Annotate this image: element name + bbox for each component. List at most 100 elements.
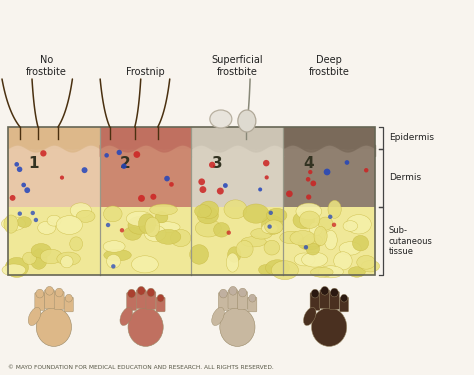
Circle shape <box>304 245 308 249</box>
Ellipse shape <box>357 255 375 269</box>
Polygon shape <box>100 207 191 275</box>
FancyBboxPatch shape <box>127 292 137 310</box>
Ellipse shape <box>36 289 44 298</box>
Circle shape <box>106 223 110 227</box>
Ellipse shape <box>171 230 191 247</box>
Circle shape <box>120 228 124 232</box>
Ellipse shape <box>310 267 333 277</box>
Circle shape <box>82 167 88 173</box>
Ellipse shape <box>265 260 289 276</box>
Circle shape <box>263 160 270 166</box>
Circle shape <box>21 183 26 188</box>
Text: No
frostbite: No frostbite <box>26 56 67 77</box>
Text: Dermis: Dermis <box>389 174 421 183</box>
Ellipse shape <box>190 244 209 264</box>
Ellipse shape <box>156 230 181 244</box>
Polygon shape <box>191 207 283 275</box>
Circle shape <box>117 150 122 155</box>
Ellipse shape <box>17 217 31 228</box>
Ellipse shape <box>303 234 323 247</box>
Ellipse shape <box>239 288 246 297</box>
Polygon shape <box>283 149 375 207</box>
Ellipse shape <box>56 216 82 234</box>
Ellipse shape <box>309 222 322 236</box>
Ellipse shape <box>70 237 82 251</box>
Circle shape <box>364 168 368 172</box>
Ellipse shape <box>214 223 229 237</box>
Circle shape <box>150 194 156 200</box>
Circle shape <box>24 187 30 193</box>
Circle shape <box>345 160 349 165</box>
Polygon shape <box>100 127 191 149</box>
Ellipse shape <box>103 241 125 252</box>
Ellipse shape <box>195 219 221 237</box>
Circle shape <box>138 195 145 202</box>
Text: Superficial
frostbite: Superficial frostbite <box>211 56 263 77</box>
Circle shape <box>198 178 205 185</box>
Circle shape <box>164 176 170 182</box>
Ellipse shape <box>197 207 219 224</box>
Ellipse shape <box>249 294 256 302</box>
Circle shape <box>104 153 109 158</box>
Ellipse shape <box>330 288 338 297</box>
FancyBboxPatch shape <box>339 297 348 312</box>
Ellipse shape <box>5 257 28 278</box>
Text: Epidermis: Epidermis <box>389 134 434 142</box>
Ellipse shape <box>128 289 136 298</box>
Circle shape <box>332 223 336 227</box>
Ellipse shape <box>2 264 26 276</box>
Circle shape <box>134 151 140 158</box>
FancyBboxPatch shape <box>156 297 165 312</box>
Circle shape <box>310 180 316 186</box>
Ellipse shape <box>238 110 256 132</box>
FancyBboxPatch shape <box>219 292 228 310</box>
Ellipse shape <box>128 216 150 234</box>
Ellipse shape <box>298 236 321 250</box>
Circle shape <box>223 183 228 188</box>
Ellipse shape <box>70 203 91 218</box>
Circle shape <box>111 264 116 268</box>
FancyBboxPatch shape <box>136 290 146 309</box>
Circle shape <box>286 190 293 197</box>
Ellipse shape <box>210 110 232 128</box>
Circle shape <box>200 186 206 193</box>
Ellipse shape <box>30 250 47 269</box>
Ellipse shape <box>157 294 164 302</box>
Ellipse shape <box>328 200 341 218</box>
Circle shape <box>30 211 35 215</box>
Ellipse shape <box>137 286 145 295</box>
Ellipse shape <box>224 200 247 219</box>
Ellipse shape <box>145 225 166 242</box>
Ellipse shape <box>31 243 51 258</box>
Ellipse shape <box>311 289 319 298</box>
Ellipse shape <box>318 266 343 278</box>
Polygon shape <box>191 149 283 207</box>
Circle shape <box>169 182 174 187</box>
Circle shape <box>217 188 224 195</box>
Ellipse shape <box>57 252 81 266</box>
Circle shape <box>324 169 330 176</box>
FancyBboxPatch shape <box>146 291 156 309</box>
Ellipse shape <box>321 286 328 295</box>
Circle shape <box>60 176 64 180</box>
Circle shape <box>18 211 22 216</box>
Ellipse shape <box>38 221 56 234</box>
Ellipse shape <box>306 243 319 255</box>
Circle shape <box>264 176 269 180</box>
Text: Sub-
cutaneous
tissue: Sub- cutaneous tissue <box>389 226 433 256</box>
Text: 1: 1 <box>28 156 39 171</box>
Ellipse shape <box>128 308 163 347</box>
Ellipse shape <box>36 308 72 347</box>
Polygon shape <box>100 149 191 207</box>
Text: 2: 2 <box>120 156 131 171</box>
Ellipse shape <box>294 253 315 266</box>
Ellipse shape <box>272 261 299 280</box>
Ellipse shape <box>334 252 352 270</box>
Ellipse shape <box>300 211 320 228</box>
FancyBboxPatch shape <box>320 290 330 309</box>
Circle shape <box>269 211 273 215</box>
Ellipse shape <box>339 242 361 255</box>
Ellipse shape <box>290 231 316 246</box>
Ellipse shape <box>1 217 26 231</box>
FancyBboxPatch shape <box>35 292 45 310</box>
